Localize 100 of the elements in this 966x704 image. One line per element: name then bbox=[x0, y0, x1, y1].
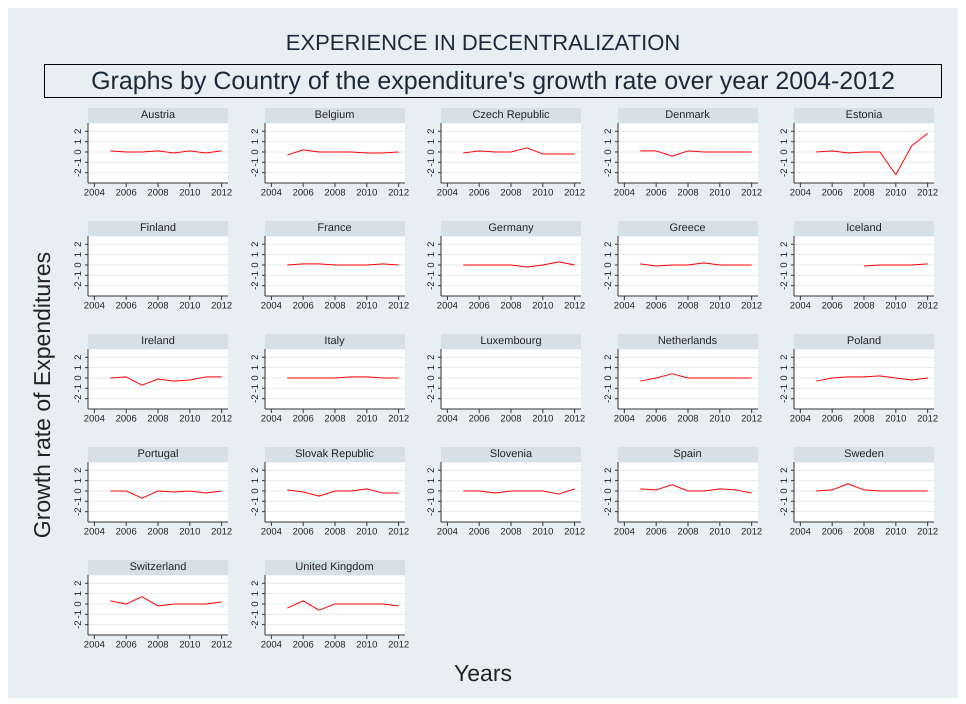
x-tick-label: 2010 bbox=[356, 526, 377, 538]
y-tick-label: -1 bbox=[426, 158, 437, 167]
x-tick-label: 2006 bbox=[468, 526, 490, 538]
y-tick-label: -2 bbox=[426, 507, 437, 516]
y-tick-label: -2 bbox=[426, 281, 437, 290]
chart-title: France bbox=[264, 221, 404, 236]
x-tick-label: 2008 bbox=[500, 188, 522, 199]
x-tick-label: 2006 bbox=[116, 640, 137, 651]
y-tick-label: -2 bbox=[602, 168, 614, 177]
text: Growth rate of Expenditures bbox=[28, 250, 56, 540]
x-tick-label: 2004 bbox=[790, 414, 811, 425]
x-tick-label: 2008 bbox=[853, 414, 875, 425]
x-tick-label: 2004 bbox=[84, 188, 105, 199]
y-tick-label: 2 bbox=[250, 354, 260, 360]
x-tick-label: 2012 bbox=[564, 526, 586, 538]
y-tick-label: -2 bbox=[426, 168, 437, 177]
y-tick-label: 1 bbox=[250, 138, 260, 144]
x-tick-label: 2012 bbox=[917, 414, 938, 425]
x-tick-label: 2012 bbox=[211, 188, 232, 199]
y-tick-label: -2 bbox=[73, 168, 84, 177]
x-tick-label: 2006 bbox=[292, 640, 314, 651]
y-tick-label: -2 bbox=[602, 394, 614, 403]
y-tick-label: 1 bbox=[426, 364, 437, 370]
x-tick-label: 2006 bbox=[116, 526, 137, 538]
y-tick-label: -1 bbox=[250, 158, 260, 167]
x-tick-label: 2010 bbox=[179, 300, 200, 312]
line-series bbox=[110, 376, 222, 386]
x-tick-label: 2012 bbox=[388, 414, 409, 425]
x-tick-label: 2008 bbox=[324, 526, 346, 538]
y-tick-label: 0 bbox=[73, 488, 84, 494]
y-tick-label: -1 bbox=[73, 384, 84, 393]
x-tick-label: 2006 bbox=[116, 414, 137, 425]
line-series bbox=[286, 488, 399, 497]
y-tick-label: -1 bbox=[250, 610, 260, 619]
y-tick-label: -2 bbox=[73, 620, 84, 629]
y-tick-label: -1 bbox=[602, 384, 614, 393]
x-tick-label: 2004 bbox=[260, 414, 282, 425]
x-tick-label: 2006 bbox=[292, 300, 314, 312]
chart-title: Netherlands bbox=[618, 334, 758, 349]
chart-title: Denmark bbox=[618, 108, 758, 123]
x-tick-label: 2010 bbox=[708, 188, 730, 199]
x-tick-label: 2010 bbox=[885, 300, 906, 312]
y-tick-label: -2 bbox=[73, 507, 84, 516]
y-tick-label: 1 bbox=[602, 364, 614, 370]
y-tick-label: 0 bbox=[250, 601, 260, 607]
chart-title: Czech Republic bbox=[441, 108, 581, 123]
x-tick-label: 2012 bbox=[740, 300, 762, 312]
y-tick-label: 0 bbox=[73, 601, 84, 607]
x-tick-label: 2012 bbox=[564, 300, 586, 312]
y-tick-label: -1 bbox=[602, 271, 614, 280]
x-tick-label: 2008 bbox=[324, 414, 346, 425]
line-series bbox=[110, 490, 222, 499]
x-tick-label: 2006 bbox=[822, 526, 843, 538]
x-tick-label: 2004 bbox=[613, 414, 634, 425]
x-tick-label: 2008 bbox=[147, 640, 169, 651]
text: Graphs by Country of the expenditure's growth rate over year 2004-2012 bbox=[44, 64, 942, 98]
y-tick-label: -1 bbox=[602, 497, 614, 506]
x-tick-label: 2012 bbox=[917, 300, 938, 312]
x-tick-label: 2012 bbox=[211, 640, 232, 651]
y-tick-label: 0 bbox=[250, 262, 260, 268]
chart-title: Sweden bbox=[794, 447, 934, 462]
x-tick-label: 2004 bbox=[84, 414, 105, 425]
y-tick-label: 1 bbox=[426, 252, 437, 258]
y-tick-label: 1 bbox=[426, 138, 437, 144]
y-tick-label: 1 bbox=[250, 590, 260, 596]
x-tick-label: 2008 bbox=[500, 526, 522, 538]
x-tick-label: 2006 bbox=[468, 300, 490, 312]
x-tick-label: 2006 bbox=[822, 300, 843, 312]
y-tick-label: 2 bbox=[73, 580, 84, 586]
x-tick-label: 2012 bbox=[388, 300, 409, 312]
y-tick-label: -1 bbox=[73, 610, 84, 619]
x-tick-label: 2006 bbox=[645, 526, 666, 538]
chart-title: Spain bbox=[618, 447, 758, 462]
x-tick-label: 2004 bbox=[84, 300, 105, 312]
chart-title: Ireland bbox=[88, 334, 228, 349]
x-tick-label: 2010 bbox=[885, 526, 906, 538]
x-tick-label: 2012 bbox=[388, 640, 409, 651]
x-tick-label: 2008 bbox=[853, 188, 875, 199]
x-tick-label: 2010 bbox=[356, 640, 377, 651]
y-tick-label: 0 bbox=[602, 262, 614, 268]
y-tick-label: 0 bbox=[602, 488, 614, 494]
y-tick-label: 0 bbox=[779, 262, 790, 268]
x-tick-label: 2008 bbox=[324, 300, 346, 312]
x-tick-label: 2010 bbox=[885, 414, 906, 425]
y-tick-label: 2 bbox=[73, 354, 84, 360]
x-tick-label: 2004 bbox=[613, 526, 634, 538]
y-tick-label: 2 bbox=[602, 242, 614, 247]
x-tick-label: 2010 bbox=[179, 640, 200, 651]
x-tick-label: 2012 bbox=[388, 188, 409, 199]
y-tick-label: 2 bbox=[250, 242, 260, 247]
y-tick-label: 0 bbox=[602, 149, 614, 155]
x-tick-label: 2006 bbox=[292, 414, 314, 425]
text: Years bbox=[453, 660, 513, 687]
x-tick-label: 2006 bbox=[645, 300, 666, 312]
y-tick-label: 1 bbox=[602, 138, 614, 144]
x-tick-label: 2004 bbox=[436, 526, 458, 538]
chart-title: Belgium bbox=[264, 108, 404, 123]
chart-title: Estonia bbox=[794, 108, 934, 123]
x-tick-label: 2012 bbox=[740, 526, 762, 538]
y-tick-label: -2 bbox=[602, 507, 614, 516]
